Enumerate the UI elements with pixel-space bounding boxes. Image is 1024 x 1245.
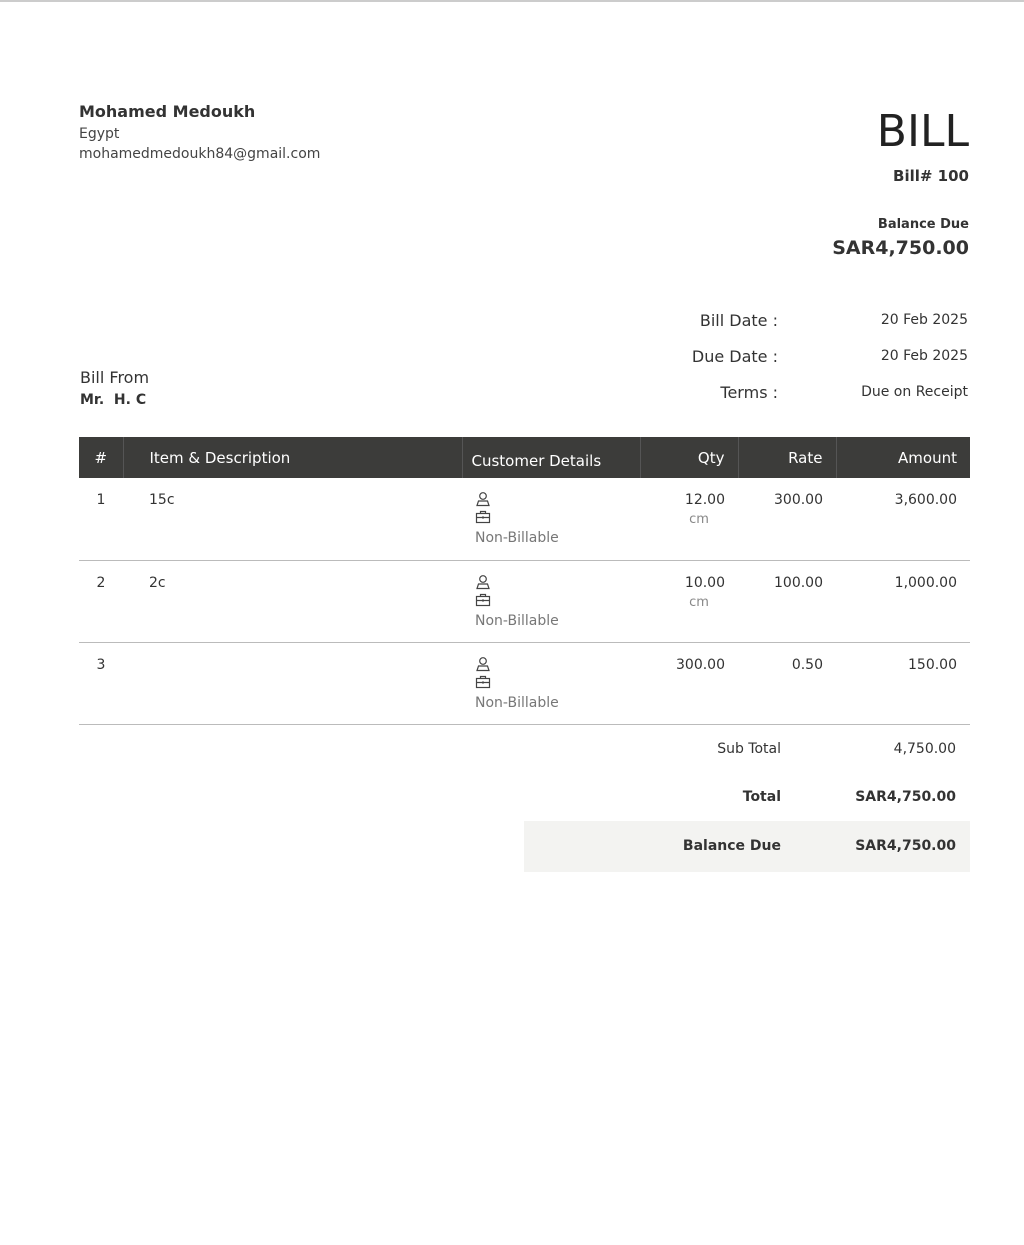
row-item: 15c: [123, 478, 462, 561]
bill-from-name: Mr. H. C: [80, 392, 147, 408]
col-item: Item & Description: [122, 437, 462, 478]
bill-from-label: Bill From: [80, 368, 150, 387]
bill-date-value: 20 Feb 2025: [880, 312, 968, 328]
balance-due-row: [524, 821, 970, 872]
bill-date-label: Bill Date :: [699, 311, 778, 330]
row-amount: 150.00: [836, 642, 970, 725]
top-border: [0, 0, 1024, 2]
col-customer: Customer Details: [461, 437, 640, 478]
balance-row-label: Balance Due: [682, 838, 781, 854]
row-rate: 100.00: [738, 560, 836, 643]
row-customer-details: Non-Billable: [462, 642, 640, 725]
total-value: SAR4,750.00: [855, 789, 956, 805]
briefcase-icon: [475, 675, 491, 688]
row-qty: 12.00 cm: [640, 478, 738, 561]
row-number: 2: [79, 560, 123, 643]
row-customer-details: Non-Billable: [462, 560, 640, 643]
row-amount: 1,000.00: [836, 560, 970, 643]
billing-status: Non-Billable: [475, 612, 559, 629]
due-date-label: Due Date :: [691, 347, 778, 366]
subtotal-value: 4,750.00: [893, 741, 956, 757]
subtotal-label: Sub Total: [717, 741, 781, 757]
qty-unit: cm: [689, 594, 709, 610]
person-icon: [476, 574, 490, 589]
col-qty: Qty: [639, 437, 738, 478]
due-date-value: 20 Feb 2025: [880, 348, 968, 364]
balance-due-value: SAR4,750.00: [832, 237, 969, 259]
qty-unit: cm: [689, 512, 709, 527]
briefcase-icon: [475, 593, 491, 606]
qty-value: 10.00: [684, 574, 725, 591]
terms-value: Due on Receipt: [861, 384, 968, 400]
sender-name: Mohamed Medoukh: [79, 102, 256, 121]
col-number: #: [79, 437, 123, 478]
row-qty: 10.00 cm: [640, 560, 738, 643]
table-row: 3 Non-Billable 300.00 0.50 150.00: [79, 642, 970, 725]
row-number: 3: [79, 642, 123, 725]
qty-value: 300.00: [676, 656, 725, 673]
bill-number: Bill# 100: [893, 167, 969, 185]
items-table: # Item & Description Customer Details Qt…: [79, 437, 970, 725]
row-amount: 3,600.00: [836, 478, 970, 561]
balance-due-label: Balance Due: [877, 217, 969, 232]
col-amount: Amount: [835, 437, 970, 478]
row-item: [123, 642, 462, 725]
briefcase-icon: [475, 510, 491, 524]
sender-country: Egypt: [79, 126, 120, 142]
billing-status: Non-Billable: [475, 530, 559, 546]
row-rate: 300.00: [738, 478, 836, 561]
col-rate: Rate: [737, 437, 836, 478]
table-row: 2 2c Non-Billable 10.00 cm 100.00 1,000.0…: [79, 560, 970, 643]
row-customer-details: Non-Billable: [462, 478, 640, 561]
person-icon: [476, 492, 490, 507]
billing-status: Non-Billable: [475, 694, 559, 711]
total-label: Total: [742, 789, 781, 805]
doc-title: BILL: [876, 106, 969, 157]
terms-label: Terms :: [720, 383, 778, 402]
table-row: 1 15c Non-Billable 12.00 cm 300.00 3,600.…: [79, 478, 970, 561]
row-qty: 300.00: [640, 642, 738, 725]
qty-value: 12.00: [684, 492, 725, 508]
balance-row-value: SAR4,750.00: [855, 838, 956, 854]
row-rate: 0.50: [738, 642, 836, 725]
row-item: 2c: [123, 560, 462, 643]
sender-email: mohamedmedoukh84@gmail.com: [79, 146, 321, 162]
person-icon: [476, 656, 490, 671]
row-number: 1: [79, 478, 123, 561]
